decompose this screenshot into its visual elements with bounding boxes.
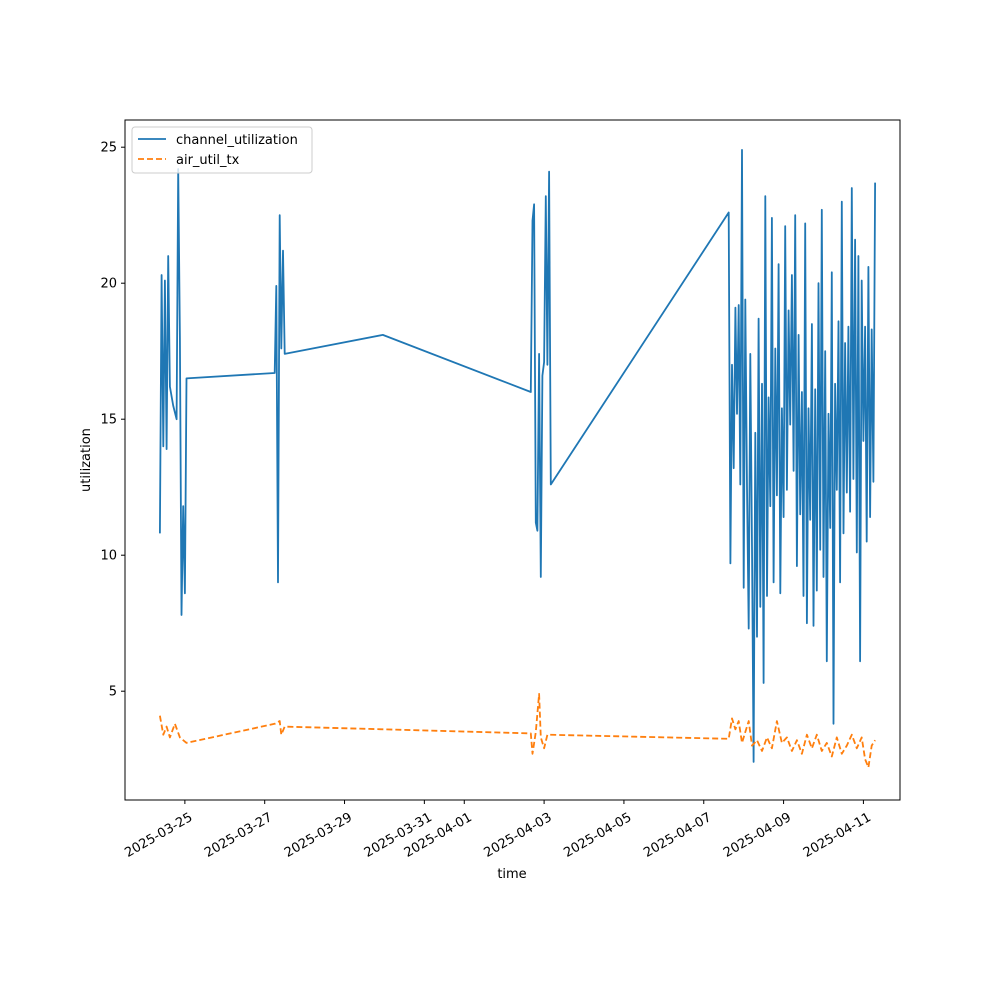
y-axis-label: utilization	[79, 428, 94, 492]
y-tick-label: 10	[100, 549, 117, 564]
x-axis-label: time	[497, 867, 526, 882]
y-tick-label: 5	[109, 685, 117, 700]
axes-frame	[124, 119, 901, 801]
y-tick-label: 15	[100, 413, 117, 428]
series-line-channel-utilization	[159, 149, 876, 763]
series-layer	[159, 149, 876, 769]
legend: channel_utilization air_util_tx	[131, 126, 313, 174]
y-tick-label: 20	[100, 277, 117, 292]
y-axis: 5 10 15 20 25	[100, 141, 125, 700]
series-line-air-util-tx	[159, 693, 876, 769]
legend-box	[131, 126, 313, 174]
y-tick-label: 25	[100, 141, 117, 156]
legend-label-channel-utilization: channel_utilization	[176, 133, 298, 148]
legend-label-air-util-tx: air_util_tx	[176, 153, 240, 168]
plot-area	[124, 119, 901, 801]
